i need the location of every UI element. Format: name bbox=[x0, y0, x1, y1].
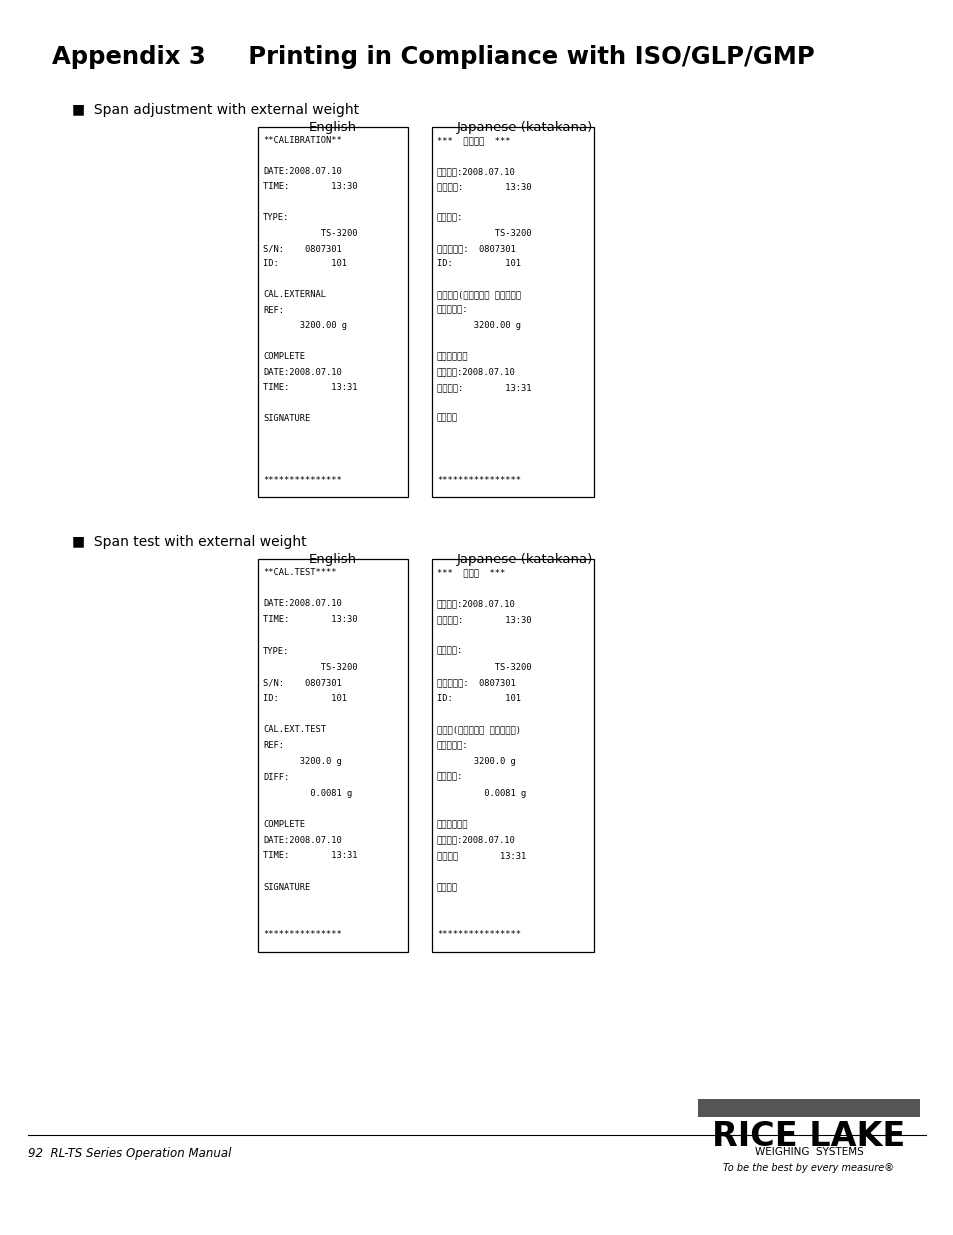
Text: ****************: **************** bbox=[436, 475, 520, 484]
Text: REF:: REF: bbox=[263, 306, 284, 315]
Text: ゴザ:: ゴザ: bbox=[436, 773, 463, 782]
Text: To be the best by every measure®: To be the best by every measure® bbox=[722, 1163, 894, 1173]
Text: **CALIBRATION**: **CALIBRATION** bbox=[263, 136, 341, 144]
Text: 92  RL-TS Series Operation Manual: 92 RL-TS Series Operation Manual bbox=[28, 1147, 232, 1160]
Text: ***  テスト  ***: *** テスト *** bbox=[436, 568, 505, 577]
Text: 3200.00 g: 3200.00 g bbox=[436, 321, 520, 330]
Text: キジュン:: キジュン: bbox=[436, 306, 468, 315]
Text: 3200.00 g: 3200.00 g bbox=[263, 321, 347, 330]
Text: シュウリョウ: シュウリョウ bbox=[436, 352, 468, 361]
Bar bbox=[257, 559, 408, 952]
Text: **CAL.TEST****: **CAL.TEST**** bbox=[263, 568, 336, 577]
Text: シュウリョウ: シュウリョウ bbox=[436, 820, 468, 829]
Text: DATE:2008.07.10: DATE:2008.07.10 bbox=[263, 836, 341, 845]
Text: CAL.EXTERNAL: CAL.EXTERNAL bbox=[263, 290, 326, 299]
Text: TIME:        13:31: TIME: 13:31 bbox=[263, 383, 357, 391]
Text: SIGNATURE: SIGNATURE bbox=[263, 883, 310, 892]
Text: コウセイ(ガイブ゙ フンドウ: コウセイ(ガイブ゙ フンドウ bbox=[436, 290, 520, 299]
Text: TIME:        13:30: TIME: 13:30 bbox=[263, 183, 357, 191]
Text: ジコク:        13:30: ジコク: 13:30 bbox=[436, 615, 531, 624]
Text: REF:: REF: bbox=[263, 741, 284, 750]
Text: DATE:2008.07.10: DATE:2008.07.10 bbox=[263, 368, 341, 377]
Text: COMPLETE: COMPLETE bbox=[263, 352, 305, 361]
Text: TS-3200: TS-3200 bbox=[436, 662, 531, 672]
Text: ID:          101: ID: 101 bbox=[436, 259, 520, 268]
Text: ショメイ: ショメイ bbox=[436, 883, 457, 892]
Text: ジコク:        13:31: ジコク: 13:31 bbox=[436, 383, 531, 391]
Text: セイバン:  0807301: セイバン: 0807301 bbox=[436, 245, 516, 253]
Text: DATE:2008.07.10: DATE:2008.07.10 bbox=[263, 599, 341, 609]
Text: 0.0081 g: 0.0081 g bbox=[263, 788, 352, 798]
Text: テスト(ガイブ゙ フンドウ): テスト(ガイブ゙ フンドウ) bbox=[436, 725, 520, 735]
Text: TIME:        13:31: TIME: 13:31 bbox=[263, 851, 357, 861]
Text: キジュン:: キジュン: bbox=[436, 741, 468, 750]
Text: ****************: **************** bbox=[436, 930, 520, 940]
Bar bbox=[698, 1099, 919, 1116]
Text: DATE:2008.07.10: DATE:2008.07.10 bbox=[263, 167, 341, 175]
Text: ■  Span adjustment with external weight: ■ Span adjustment with external weight bbox=[71, 103, 358, 117]
Text: S/N:    0807301: S/N: 0807301 bbox=[263, 678, 341, 687]
Text: TS-3200: TS-3200 bbox=[436, 228, 531, 237]
Text: ***************: *************** bbox=[263, 930, 341, 940]
Text: カタシキ:: カタシキ: bbox=[436, 647, 463, 656]
Text: ビゲ:2008.07.10: ビゲ:2008.07.10 bbox=[436, 599, 516, 609]
Text: ジコク        13:31: ジコク 13:31 bbox=[436, 851, 526, 861]
Text: ジコク:        13:30: ジコク: 13:30 bbox=[436, 183, 531, 191]
Text: ■  Span test with external weight: ■ Span test with external weight bbox=[71, 535, 306, 550]
Text: ビゲ:2008.07.10: ビゲ:2008.07.10 bbox=[436, 167, 516, 175]
Bar bbox=[432, 127, 594, 496]
Text: SIGNATURE: SIGNATURE bbox=[263, 414, 310, 422]
Text: TS-3200: TS-3200 bbox=[263, 228, 357, 237]
Text: WEIGHING  SYSTEMS: WEIGHING SYSTEMS bbox=[754, 1147, 862, 1157]
Text: TS-3200: TS-3200 bbox=[263, 662, 357, 672]
Text: DIFF:: DIFF: bbox=[263, 773, 289, 782]
Text: CAL.EXT.TEST: CAL.EXT.TEST bbox=[263, 725, 326, 735]
Text: English: English bbox=[309, 553, 356, 566]
Text: Japanese (katakana): Japanese (katakana) bbox=[456, 553, 593, 566]
Text: ID:          101: ID: 101 bbox=[263, 694, 347, 703]
Text: 3200.0 g: 3200.0 g bbox=[436, 757, 516, 766]
Text: ***************: *************** bbox=[263, 475, 341, 484]
Text: Japanese (katakana): Japanese (katakana) bbox=[456, 121, 593, 135]
Text: TIME:        13:30: TIME: 13:30 bbox=[263, 615, 357, 624]
Text: ショメイ: ショメイ bbox=[436, 414, 457, 422]
Text: カタシキ:: カタシキ: bbox=[436, 214, 463, 222]
Text: 0.0081 g: 0.0081 g bbox=[436, 788, 526, 798]
Text: ID:          101: ID: 101 bbox=[436, 694, 520, 703]
Text: ID:          101: ID: 101 bbox=[263, 259, 347, 268]
Text: TYPE:: TYPE: bbox=[263, 647, 289, 656]
Text: ビゲ:2008.07.10: ビゲ:2008.07.10 bbox=[436, 836, 516, 845]
Text: COMPLETE: COMPLETE bbox=[263, 820, 305, 829]
Text: TYPE:: TYPE: bbox=[263, 214, 289, 222]
Bar bbox=[257, 127, 408, 496]
Text: S/N:    0807301: S/N: 0807301 bbox=[263, 245, 341, 253]
Text: Appendix 3     Printing in Compliance with ISO/GLP/GMP: Appendix 3 Printing in Compliance with I… bbox=[52, 44, 814, 69]
Text: セイバン:  0807301: セイバン: 0807301 bbox=[436, 678, 516, 687]
Text: ビゲ:2008.07.10: ビゲ:2008.07.10 bbox=[436, 368, 516, 377]
Text: English: English bbox=[309, 121, 356, 135]
Bar bbox=[432, 559, 594, 952]
Text: 3200.0 g: 3200.0 g bbox=[263, 757, 341, 766]
Text: ***  コウセイ  ***: *** コウセイ *** bbox=[436, 136, 510, 144]
Text: RICE LAKE: RICE LAKE bbox=[712, 1120, 904, 1153]
